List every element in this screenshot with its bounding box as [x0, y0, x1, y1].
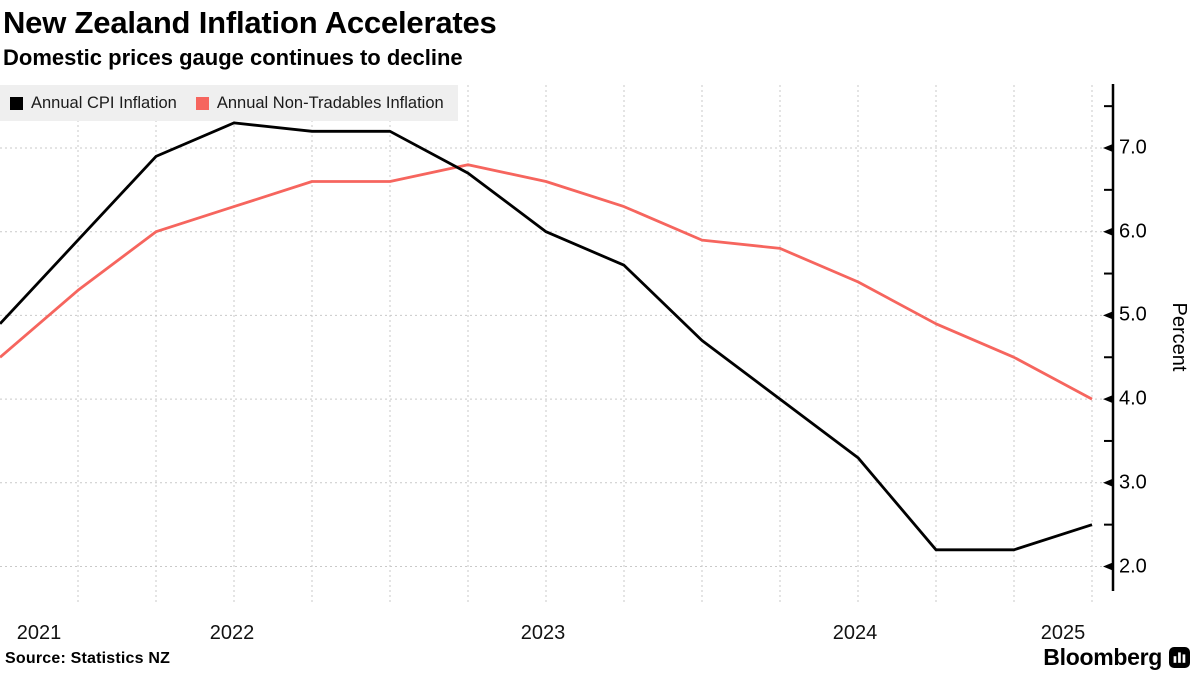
series-lines	[0, 121, 1093, 552]
x-tick-label: 2025	[1040, 622, 1086, 644]
legend-label-non-tradables: Annual Non-Tradables Inflation	[216, 93, 444, 112]
cpi-swatch-icon	[10, 96, 23, 110]
y-tick-label: 7.0	[1119, 136, 1147, 159]
x-tick-label: 2023	[520, 622, 566, 644]
non-tradables-swatch-icon	[195, 96, 209, 110]
chart-subtitle: Domestic prices gauge continues to decli…	[3, 45, 463, 70]
x-tick-label: 2021	[16, 622, 62, 644]
bloomberg-wordmark: Bloomberg	[1043, 644, 1190, 671]
line-annual-non-tradables-inflation	[0, 163, 1093, 401]
line-annual-cpi-inflation	[0, 121, 1093, 552]
y-tick-label: 3.0	[1119, 471, 1147, 494]
gridlines	[0, 85, 1113, 603]
y-tick-label: 2.0	[1119, 554, 1147, 577]
y-axis-title: Percent	[1168, 302, 1190, 372]
y-tick-label: 4.0	[1119, 387, 1147, 410]
x-tick-label: 2022	[209, 622, 255, 644]
source-credit: Source: Statistics NZ	[5, 650, 171, 667]
chart-legend: Annual CPI Inflation Annual Non-Tradable…	[0, 85, 458, 121]
bloomberg-logo-text: Bloomberg	[1043, 644, 1162, 670]
bar-chart-icon	[1169, 647, 1190, 668]
y-axis	[1103, 84, 1115, 591]
page-title: New Zealand Inflation Accelerates	[3, 5, 497, 40]
legend-label-cpi: Annual CPI Inflation	[31, 93, 177, 112]
legend-item-cpi: Annual CPI Inflation	[10, 94, 177, 113]
y-tick-label: 5.0	[1119, 303, 1147, 326]
legend-item-non-tradables: Annual Non-Tradables Inflation	[195, 93, 444, 113]
x-tick-label: 2024	[832, 622, 878, 644]
y-tick-label: 6.0	[1119, 219, 1147, 242]
